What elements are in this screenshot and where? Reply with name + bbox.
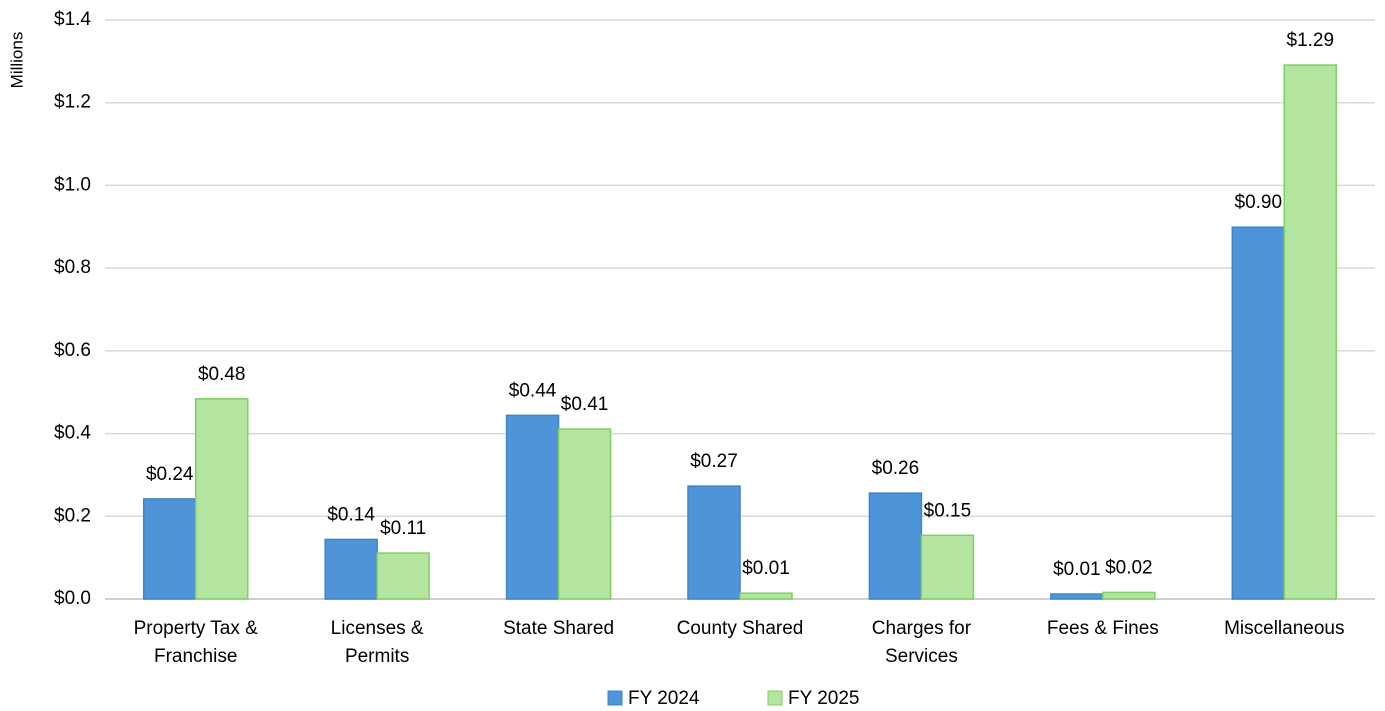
- legend-swatch: [607, 690, 623, 706]
- x-tick-label: Fees & Fines: [1046, 618, 1159, 639]
- y-tick-label: $0.6: [54, 340, 91, 361]
- legend-label: FY 2025: [788, 688, 859, 709]
- legend-swatch: [767, 690, 783, 706]
- x-tick-label: State Shared: [503, 618, 615, 639]
- x-tick-label: Licenses & Permits: [330, 618, 424, 667]
- y-tick-label: $0.4: [54, 423, 91, 444]
- bar: [324, 538, 378, 600]
- data-label: $0.11: [380, 518, 426, 539]
- x-tick-label: Miscellaneous: [1224, 618, 1345, 639]
- data-label: $0.26: [872, 458, 920, 479]
- legend-label: FY 2024: [628, 688, 700, 709]
- data-label: $0.14: [327, 504, 375, 525]
- data-label: $0.27: [690, 451, 738, 472]
- bar: [1231, 226, 1286, 600]
- x-tick-label: Property Tax & Franchise: [133, 618, 258, 667]
- bar: [505, 414, 560, 600]
- data-label: $0.48: [198, 364, 246, 385]
- y-axis-label: Millions: [7, 32, 26, 89]
- data-label: $0.01: [1053, 559, 1101, 580]
- y-tick-label: $0.8: [54, 257, 91, 278]
- data-label: $0.24: [146, 464, 194, 485]
- data-label: $0.90: [1235, 192, 1283, 213]
- bar: [739, 592, 793, 600]
- bar: [376, 552, 430, 600]
- data-label: $0.01: [742, 558, 790, 579]
- bar: [868, 492, 923, 600]
- data-label: $0.15: [924, 500, 972, 521]
- data-label: $1.29: [1287, 30, 1335, 51]
- y-tick-label: $0.0: [54, 588, 91, 609]
- data-label: $0.02: [1105, 557, 1153, 578]
- bar: [1102, 591, 1156, 600]
- data-label: $0.41: [561, 394, 609, 415]
- bar: [194, 398, 249, 600]
- data-label: $0.44: [509, 380, 557, 401]
- bar: [920, 534, 975, 600]
- y-tick-label: $0.2: [54, 505, 91, 526]
- bar: [1050, 593, 1104, 600]
- bar: [142, 498, 197, 600]
- x-tick-label: County Shared: [676, 618, 804, 639]
- y-tick-label: $1.2: [54, 92, 91, 113]
- bar: [1283, 64, 1338, 600]
- x-tick-label: Charges for Services: [871, 618, 972, 667]
- y-tick-label: $1.4: [54, 9, 91, 30]
- bar: [687, 485, 741, 600]
- bar: [557, 428, 612, 600]
- y-tick-label: $1.0: [54, 174, 91, 195]
